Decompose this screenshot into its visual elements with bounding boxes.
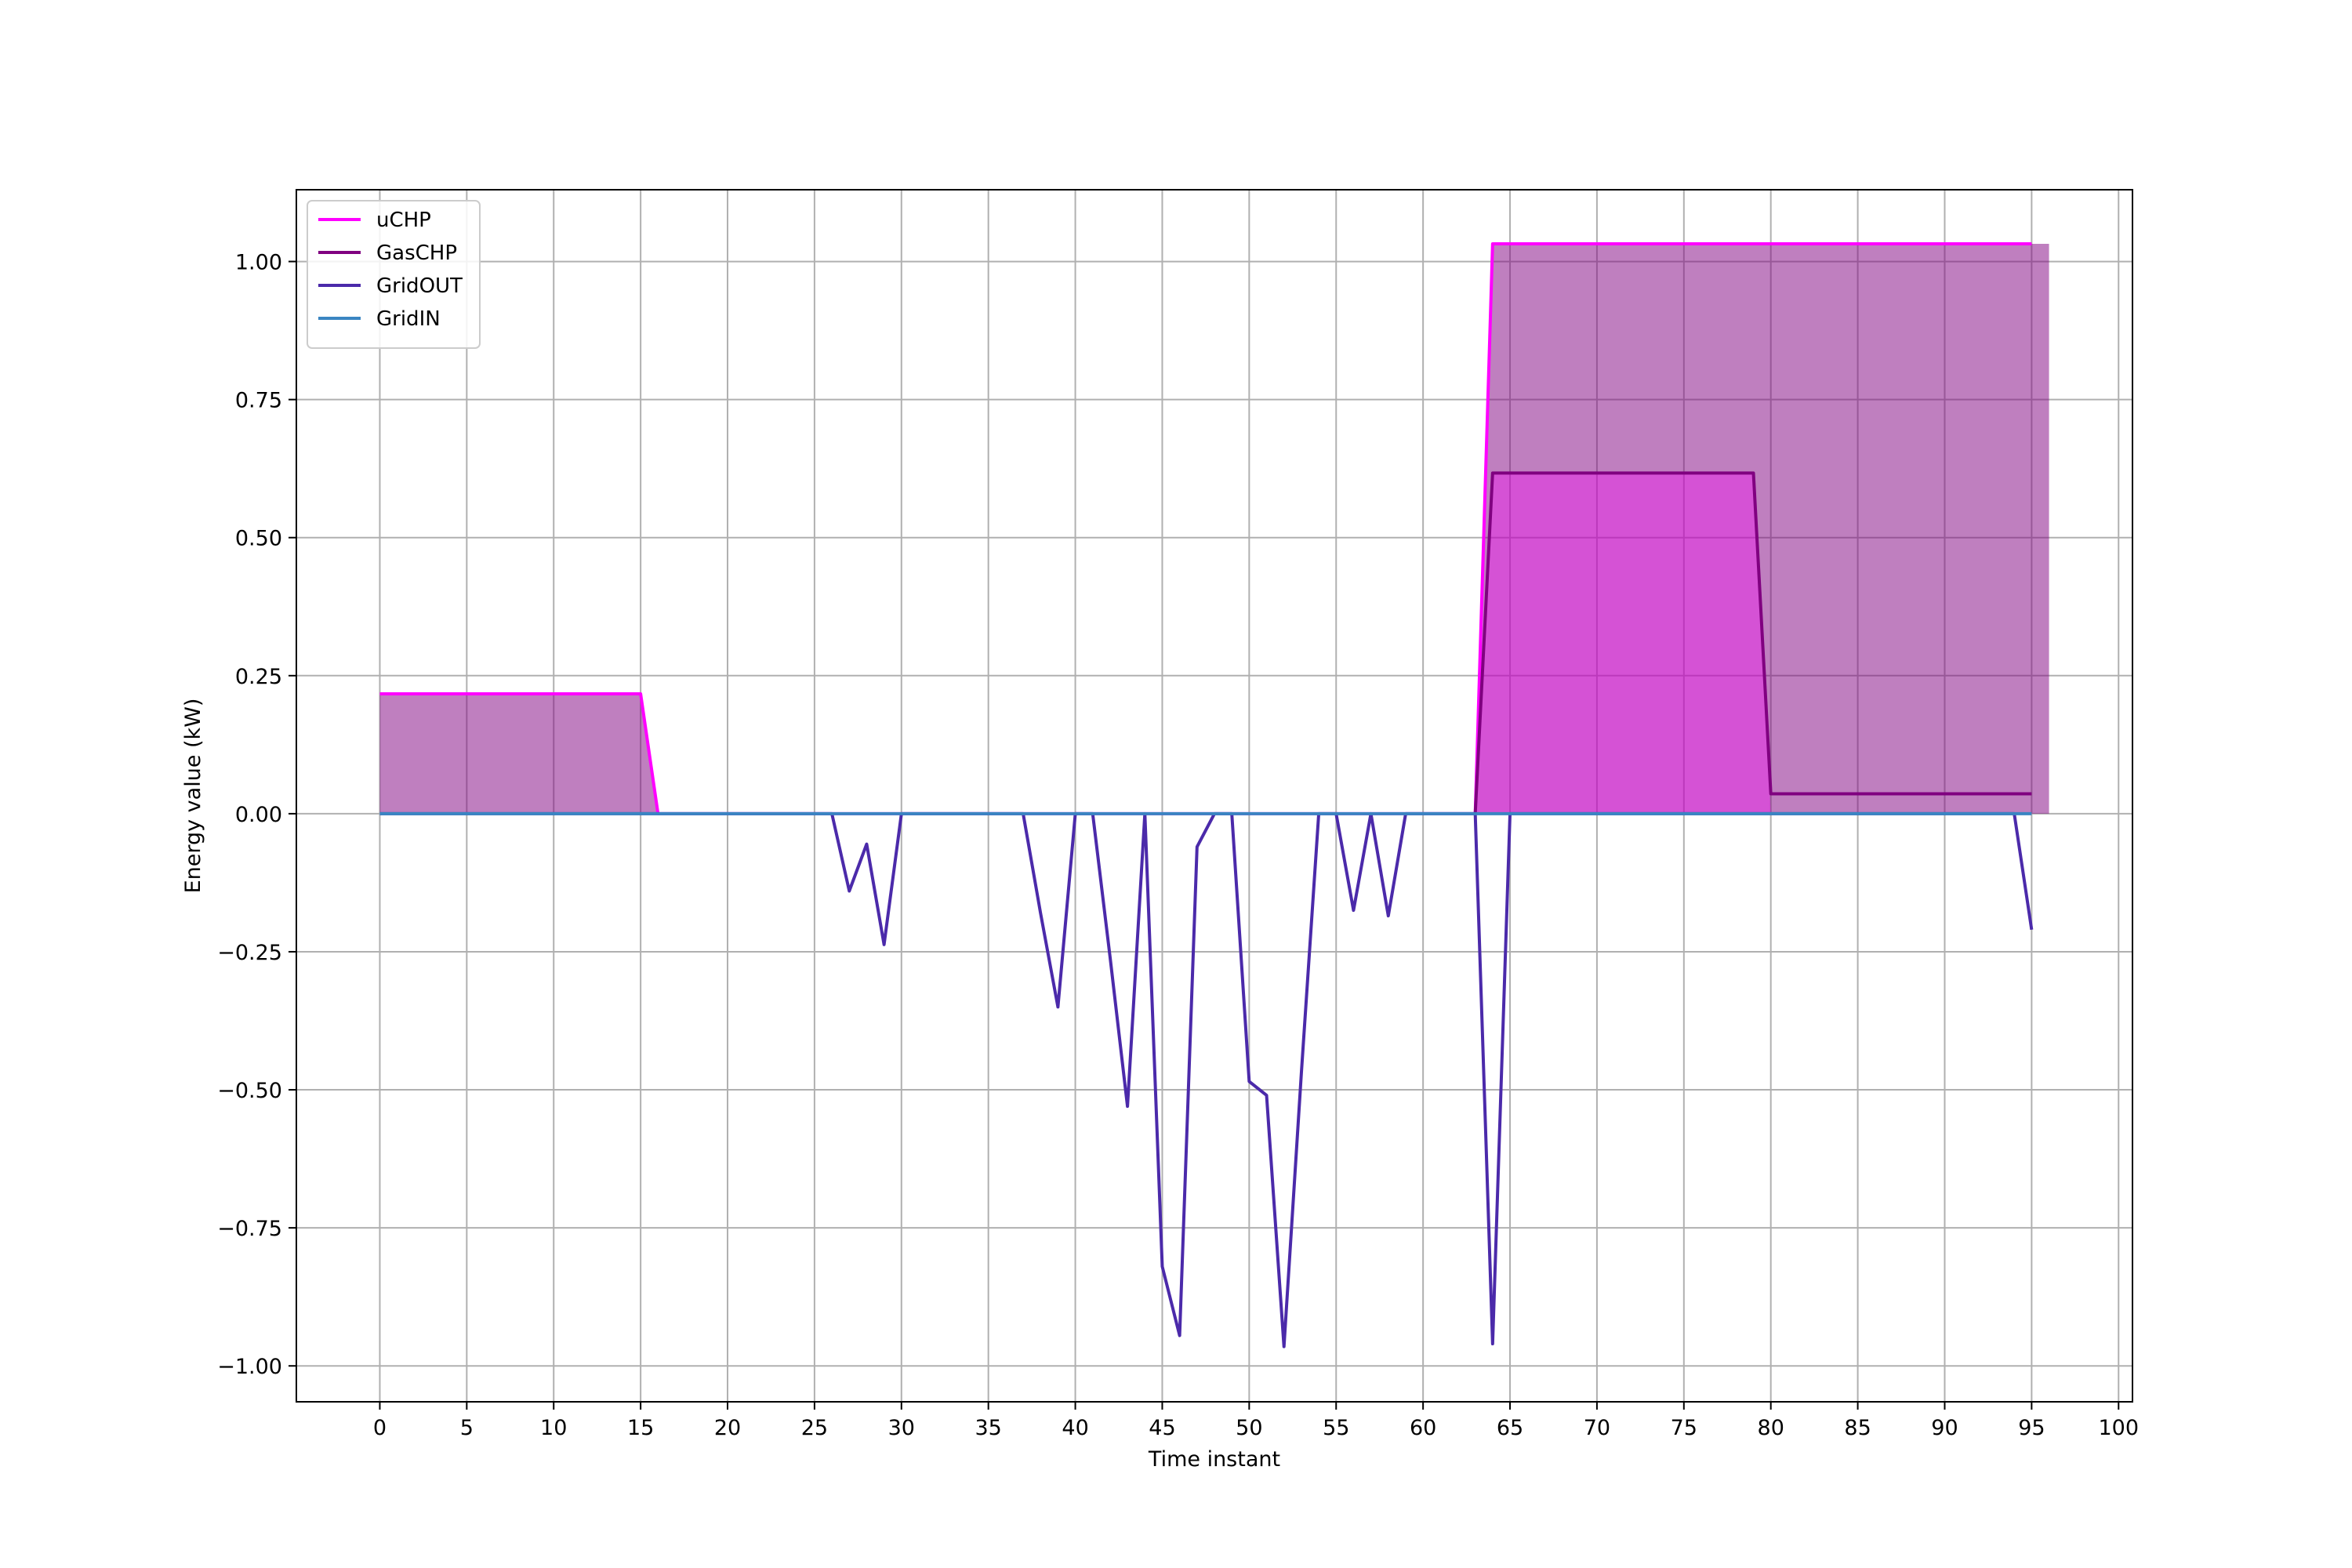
x-tick-label: 95 xyxy=(2018,1416,2045,1440)
x-tick-label: 20 xyxy=(714,1416,741,1440)
x-tick-label: 30 xyxy=(888,1416,915,1440)
y-tick-label: −0.75 xyxy=(217,1217,282,1241)
x-tick-label: 80 xyxy=(1758,1416,1784,1440)
legend-label-gridout: GridOUT xyxy=(376,274,463,298)
y-axis-title: Energy value (kW) xyxy=(181,699,205,894)
y-axis-ticks: −1.00 −0.75 −0.50 −0.25 0.00 0.25 0.50 0.75 1.00 xyxy=(217,251,296,1379)
y-tick-label: −1.00 xyxy=(217,1355,282,1379)
x-tick-label: 15 xyxy=(627,1416,654,1440)
y-tick-label: 0.50 xyxy=(235,527,282,551)
series-lines xyxy=(379,242,2034,1348)
area-fill-1 xyxy=(379,694,659,814)
x-tick-label: 100 xyxy=(2098,1416,2139,1440)
legend-label-gridin: GridIN xyxy=(376,307,441,331)
legend-label-gaschp: GasCHP xyxy=(376,241,457,265)
y-tick-label: 0.00 xyxy=(235,803,282,827)
area-fill-3 xyxy=(1475,473,1771,814)
x-tick-label: 55 xyxy=(1323,1416,1349,1440)
x-tick-label: 90 xyxy=(1931,1416,1958,1440)
x-tick-label: 50 xyxy=(1236,1416,1262,1440)
y-tick-label: 1.00 xyxy=(235,251,282,275)
legend-box xyxy=(307,200,481,349)
x-tick-label: 35 xyxy=(975,1416,1002,1440)
series-line-gaschp xyxy=(1473,471,2032,814)
x-tick-label: 40 xyxy=(1062,1416,1088,1440)
x-tick-label: 70 xyxy=(1584,1416,1610,1440)
x-axis-ticks: 0 5 10 15 20 25 30 35 40 45 50 55 60 65 70 75 80 85 90 95 10… xyxy=(373,1402,2139,1440)
x-tick-label: 5 xyxy=(460,1416,474,1440)
y-tick-label: 0.25 xyxy=(235,665,282,689)
plot-frame xyxy=(296,189,2133,1403)
y-tick-label: −0.50 xyxy=(217,1079,282,1103)
x-tick-label: 75 xyxy=(1671,1416,1697,1440)
x-axis-title: Time instant xyxy=(1148,1447,1280,1472)
legend-label-uchp: uCHP xyxy=(376,209,431,232)
x-tick-label: 25 xyxy=(801,1416,828,1440)
x-tick-label: 85 xyxy=(1844,1416,1871,1440)
x-tick-label: 60 xyxy=(1410,1416,1436,1440)
area-fills xyxy=(379,244,2049,814)
area-fill-2 xyxy=(1475,244,2049,814)
y-tick-label: −0.25 xyxy=(217,941,282,965)
x-tick-label: 10 xyxy=(540,1416,567,1440)
legend: uCHP GasCHP GridOUT GridIN xyxy=(307,200,481,349)
x-tick-label: 45 xyxy=(1149,1416,1175,1440)
y-tick-label: 0.75 xyxy=(235,389,282,413)
x-tick-label: 65 xyxy=(1497,1416,1523,1440)
x-tick-label: 0 xyxy=(373,1416,387,1440)
